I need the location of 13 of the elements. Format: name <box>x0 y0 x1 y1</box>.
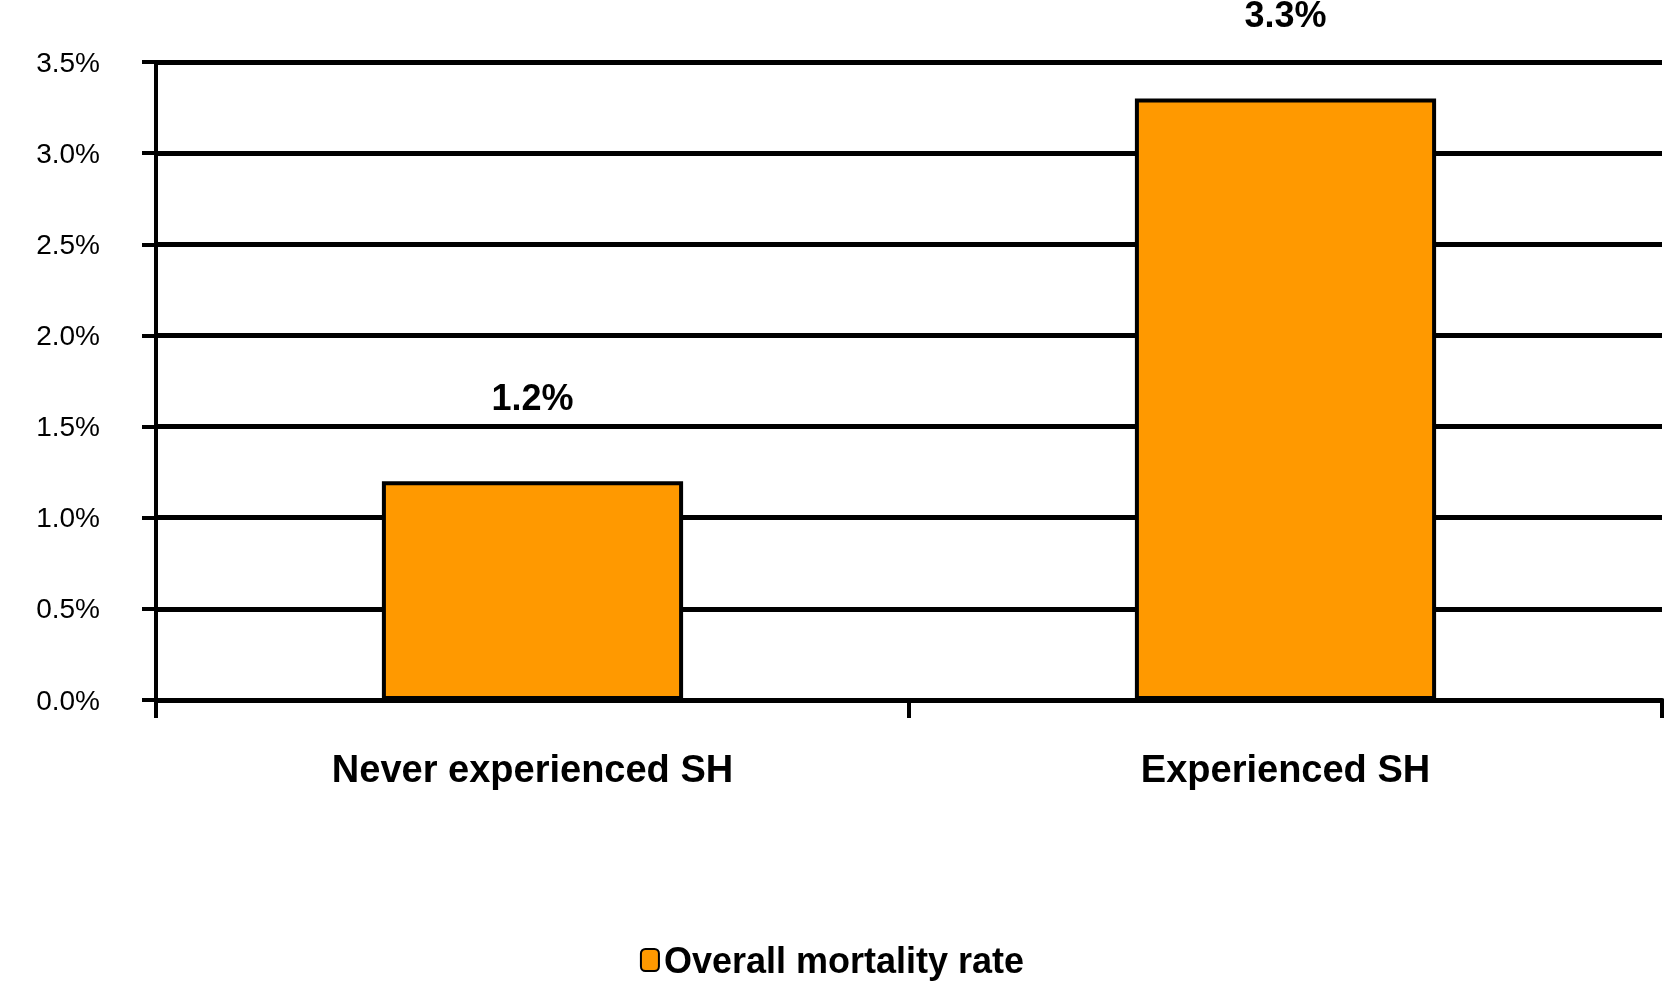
x-tick-label: Never experienced SH <box>331 748 734 790</box>
y-tick-label: 2.0% <box>36 319 100 351</box>
y-tick-label: 3.5% <box>36 46 100 78</box>
y-tick-label: 3.0% <box>36 137 100 169</box>
y-tick-label: 0.5% <box>36 593 100 625</box>
data-label: 1.2% <box>491 376 574 418</box>
y-tick-label: 1.0% <box>36 502 100 534</box>
data-label: 3.3% <box>1244 0 1327 35</box>
y-tick-label: 1.5% <box>36 411 100 443</box>
y-tick-label: 0.0% <box>36 684 100 716</box>
legend-label: Overall mortality rate <box>663 939 1025 981</box>
y-tick-label: 2.5% <box>36 228 100 260</box>
x-tick-label: Experienced SH <box>1140 748 1431 790</box>
